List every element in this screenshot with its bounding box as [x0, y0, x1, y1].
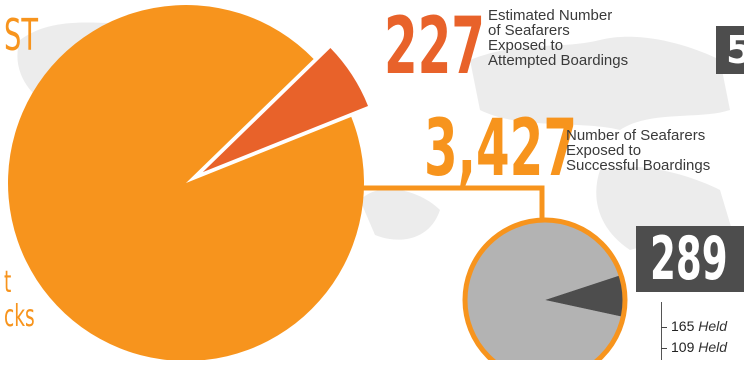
successful-label: Number of Seafarers Exposed to Successfu… [566, 128, 710, 173]
breakdown-item-1: 165 Held [661, 318, 727, 334]
successful-label-line-2: Exposed to [566, 142, 642, 159]
hostage-count-box: 289 [636, 226, 744, 292]
tick-mark [661, 326, 667, 328]
pie-chart-seafarers [7, 5, 369, 362]
pie-chart-successful-boardings [462, 217, 628, 365]
attempted-label-line-2: of Seafarers [488, 22, 570, 39]
pie-small-slice-highlight [545, 275, 624, 317]
attempted-label-line-1: Estimated Number [488, 7, 613, 24]
pie-big-slice-highlight [202, 48, 369, 173]
pie-big-slice-main [7, 5, 364, 362]
connector-line [360, 185, 545, 232]
attempted-label-line-3: Exposed to [488, 37, 564, 54]
successful-number: 3,427 [424, 104, 577, 194]
breakdown-number: 109 [671, 339, 695, 355]
pie-small-outline [462, 217, 628, 365]
left-edge-text-1: t [4, 265, 12, 300]
attempted-number: 227 [384, 2, 485, 92]
breakdown-number: 165 [671, 318, 695, 334]
hostage-count: 289 [650, 226, 728, 292]
successful-label-line-3: Successful Boardings [566, 157, 711, 174]
left-edge-text-2: cks [4, 299, 35, 334]
attempted-label-line-4: Attempted Boardings [488, 52, 629, 69]
left-edge-title: ST [4, 10, 38, 61]
breakdown-bracket [661, 302, 662, 360]
breakdown-item-2: 109 Held [661, 339, 727, 355]
tick-mark [661, 347, 667, 349]
breakdown-label: Held [698, 339, 728, 355]
successful-label-line-1: Number of Seafarers [566, 127, 706, 144]
pie-small-slice-main [467, 222, 622, 365]
attempted-label: Estimated Number of Seafarers Exposed to… [488, 8, 628, 68]
breakdown-label: Held [698, 318, 728, 334]
top-right-badge: 5 [716, 26, 744, 74]
